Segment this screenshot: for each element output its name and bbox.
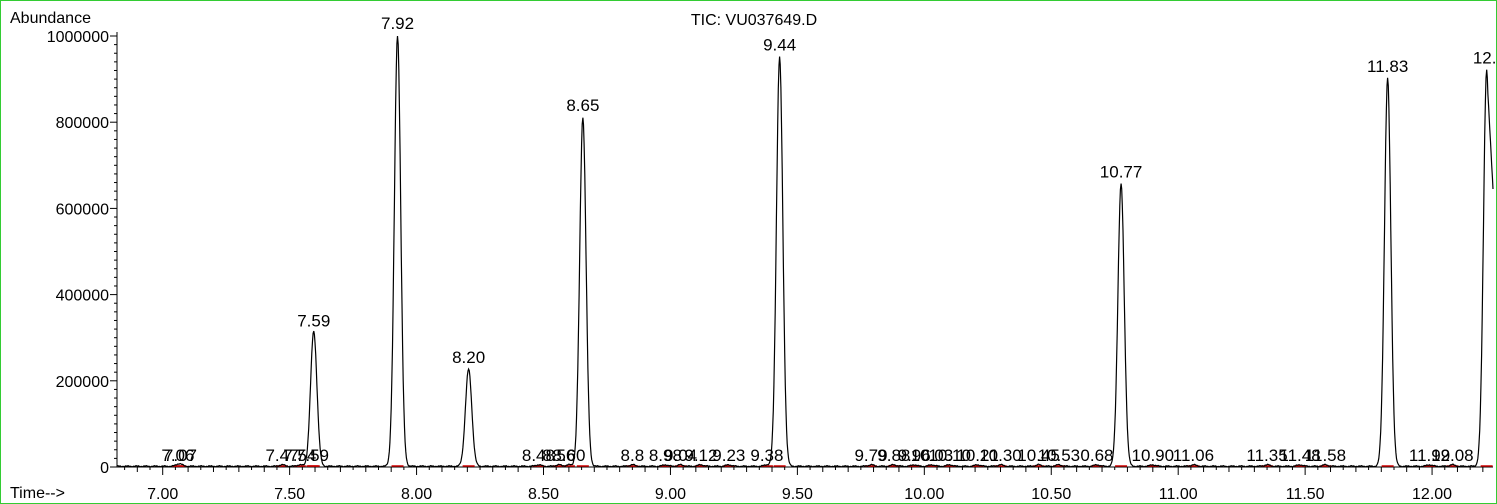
minor-peak-label: 9.23 [712,446,745,465]
x-tick-label: 10.50 [1031,486,1071,503]
minor-peak-label: 8.98 [649,446,682,465]
minor-peak-label: 8.56 [542,446,575,465]
minor-peak-label: 12.08 [1431,446,1474,465]
minor-peak-label: 9.04 [664,446,697,465]
x-tick-label: 8.50 [528,486,559,503]
minor-peak-label: 10.21 [956,446,999,465]
minor-peak-label: 9.79 [854,446,887,465]
minor-peak-label: 11.35 [1246,446,1287,465]
peak-label: 7.59 [297,311,330,330]
x-tick-label: 8.00 [401,486,432,503]
peak-label: 7.92 [381,14,414,33]
minor-peak-label: 8.48 [522,446,555,465]
peak-label: 8.65 [566,96,599,115]
minor-peak-label: 8.8 [621,446,645,465]
x-tick-label: 9.00 [655,486,686,503]
y-tick-label: 600000 [56,201,109,218]
minor-peak-label: 9.12 [684,446,717,465]
x-tick-label: 10.00 [904,486,944,503]
peak-label: 12. [1473,48,1497,67]
minor-peak-label: 7.47 [265,446,298,465]
tic-trace [116,35,1494,468]
minor-peak-label: 11.99 [1409,446,1450,465]
y-axis-label: Abundance [10,10,91,27]
x-tick-label: 11.50 [1286,486,1325,503]
peak-label: 10.77 [1100,163,1143,182]
x-tick-label: 7.00 [147,486,178,503]
minor-peak-label: 7.07 [164,446,197,465]
minor-peak-label: 9.96 [898,446,931,465]
minor-peak-label: 9.88 [877,446,910,465]
minor-peak-label: 8.60 [552,446,585,465]
peak-labels: 7.59 7.92 8.20 8.65 9.44 10.77 11.83 12. 7.077.0… [161,14,1496,465]
minor-peak-label: 10.10 [928,446,971,465]
peak-label: 9.44 [763,36,796,55]
minor-peak-label: 11.58 [1305,446,1346,465]
minor-peak-label: 10.53 [1038,446,1081,465]
chart-title: TIC: VU037649.D [691,12,817,29]
x-tick-label: 7.50 [274,486,305,503]
x-tick-label: 11.00 [1159,486,1198,503]
x-tick-label: 9.50 [782,486,813,503]
y-tick-label: 200000 [56,374,109,391]
y-tick-label: 800000 [56,115,109,132]
axes: 0 200000 400000 600000 800000 1000000 7.00 7.50… [47,29,1493,503]
peak-label: 8.20 [452,348,485,367]
minor-peak-label: 10.03 [911,446,954,465]
minor-peak-label: 9.38 [750,446,783,465]
minor-peak-label: 11.06 [1173,446,1214,465]
y-tick-label: 400000 [56,288,109,305]
y-tick-label: 1000000 [47,29,109,46]
minor-peak-label: 10.90 [1132,446,1175,465]
peak-label: 11.83 [1367,57,1408,76]
y-tick-label: 0 [100,460,109,477]
minor-peak-label: 7.59 [296,446,329,465]
minor-peak-label: 7.06 [161,446,194,465]
minor-peak-label: 10.30 [979,446,1022,465]
x-tick-label: 12.00 [1412,486,1452,503]
minor-peak-label: 7.54 [283,446,316,465]
minor-peak-label: 10.45 [1017,446,1060,465]
minor-peak-label: 11.48 [1279,446,1320,465]
minor-peak-label: 0.68 [1080,446,1113,465]
x-axis-label: Time--> [10,485,65,502]
